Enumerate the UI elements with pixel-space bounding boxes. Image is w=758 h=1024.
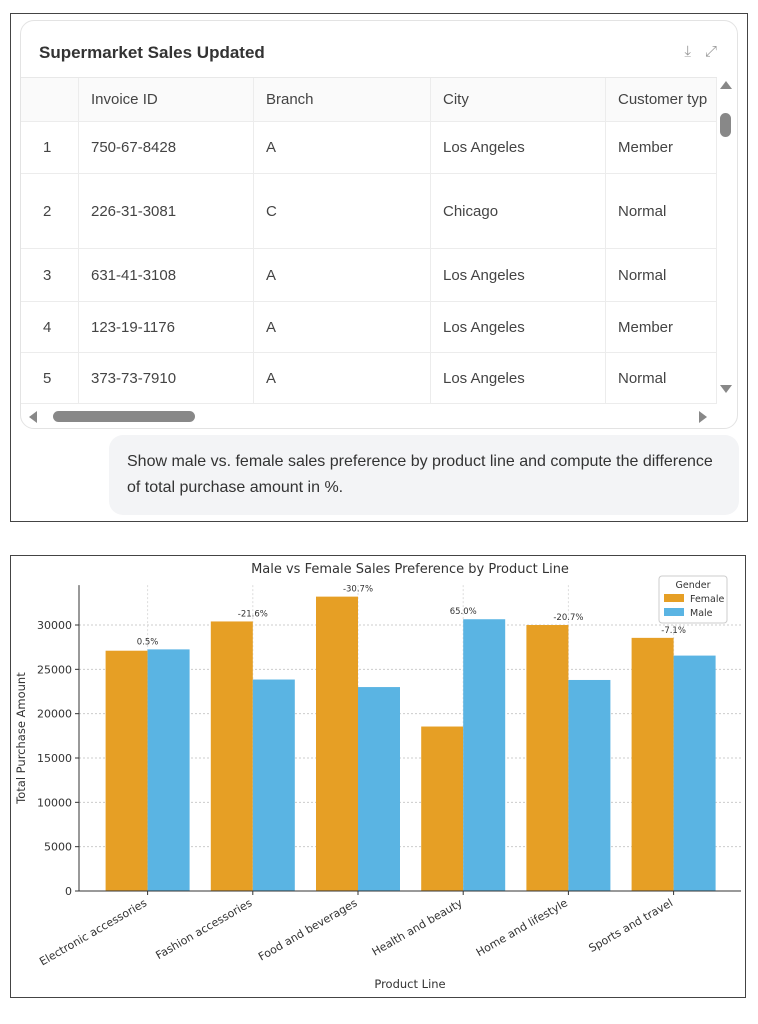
expand-icon[interactable]: ⤢ (704, 43, 717, 60)
table-cell: Chicago (431, 174, 606, 248)
column-header[interactable]: Invoice ID (79, 78, 254, 121)
table-cell: 3 (21, 249, 79, 301)
y-tick-label: 20000 (37, 708, 72, 721)
table-cell: A (254, 302, 431, 352)
table-cell: A (254, 353, 431, 403)
dataframe-card: Supermarket Sales Updated ⤓ ⤢ Invoice ID… (20, 20, 738, 429)
download-icon[interactable]: ⤓ (684, 43, 691, 60)
table-cell: 750-67-8428 (79, 122, 254, 173)
difference-label: -20.7% (553, 613, 583, 623)
bar-male (358, 687, 400, 891)
difference-label: -7.1% (661, 626, 686, 636)
column-header[interactable]: City (431, 78, 606, 121)
x-tick-label: Food and beverages (256, 896, 360, 963)
scroll-up-icon[interactable] (720, 81, 732, 89)
table-cell: Los Angeles (431, 302, 606, 352)
table-row: 2 226-31-3081 C Chicago Normal (21, 174, 717, 249)
horizontal-scroll-thumb[interactable] (53, 411, 195, 422)
legend-swatch-male (664, 608, 684, 616)
table-cell: Los Angeles (431, 249, 606, 301)
bar-male (568, 679, 611, 891)
difference-label: 65.0% (450, 607, 477, 617)
vertical-scroll-thumb[interactable] (720, 113, 731, 137)
table-cell: Normal (606, 353, 717, 403)
table-panel: Supermarket Sales Updated ⤓ ⤢ Invoice ID… (10, 13, 748, 522)
y-axis-label: Total Purchase Amount (14, 672, 28, 805)
difference-label: -30.7% (343, 585, 373, 595)
data-table: Invoice ID Branch City Customer typ 1 750-67-… (21, 77, 717, 407)
table-cell: 226-31-3081 (79, 174, 254, 248)
table-cell: A (254, 122, 431, 173)
legend-title: Gender (675, 580, 710, 591)
table-cell: 1 (21, 122, 79, 173)
y-tick-label: 0 (65, 885, 72, 898)
bar-male (147, 649, 190, 891)
legend-label-female: Female (690, 594, 725, 605)
table-cell: Normal (606, 249, 717, 301)
x-tick-label: Fashion accessories (153, 896, 254, 962)
table-cell: 123-19-1176 (79, 302, 254, 352)
chart-panel: 0 5000 10000 15000 20000 25000 30000 Electronic… (10, 555, 746, 998)
table-row: 1 750-67-8428 A Los Angeles Member (21, 122, 717, 174)
table-cell: 2 (21, 174, 79, 248)
table-cell: 5 (21, 353, 79, 403)
table-row: 4 123-19-1176 A Los Angeles Member (21, 302, 717, 353)
x-tick-label: Electronic accessories (37, 896, 149, 968)
table-cell: 631-41-3108 (79, 249, 254, 301)
difference-label: -21.6% (238, 609, 268, 619)
bar-chart: 0 5000 10000 15000 20000 25000 30000 Electronic… (14, 562, 741, 991)
bar-female (631, 637, 674, 891)
user-prompt-bubble: Show male vs. female sales preference by… (109, 435, 739, 515)
table-cell: Member (606, 302, 717, 352)
table-cell: C (254, 174, 431, 248)
bar-female (526, 625, 569, 891)
bar-female (316, 596, 358, 891)
table-row: 3 631-41-3108 A Los Angeles Normal (21, 249, 717, 302)
column-header[interactable] (21, 78, 79, 121)
table-cell: A (254, 249, 431, 301)
y-tick-label: 15000 (37, 752, 72, 765)
difference-label: 0.5% (137, 637, 159, 647)
bar-male (463, 619, 506, 891)
y-tick-label: 10000 (37, 796, 72, 809)
card-title: Supermarket Sales Updated (39, 43, 265, 62)
x-axis-label: Product Line (374, 977, 445, 991)
x-tick-label: Sports and travel (586, 896, 675, 955)
vertical-scrollbar[interactable] (715, 77, 737, 407)
bar-female (105, 650, 148, 891)
table-row: 5 373-73-7910 A Los Angeles Normal (21, 353, 717, 404)
horizontal-scrollbar[interactable] (21, 406, 717, 428)
table-cell: Los Angeles (431, 353, 606, 403)
x-tick-label: Health and beauty (370, 896, 465, 959)
y-tick-label: 5000 (44, 841, 72, 854)
bar-female (210, 621, 253, 891)
table-cell: Normal (606, 174, 717, 248)
table-header-row: Invoice ID Branch City Customer typ (21, 78, 717, 122)
table-cell: 373-73-7910 (79, 353, 254, 403)
scroll-left-icon[interactable] (29, 411, 37, 423)
scroll-right-icon[interactable] (699, 411, 707, 423)
x-tick-label: Home and lifestyle (474, 896, 570, 959)
bar-male (673, 655, 716, 891)
scroll-down-icon[interactable] (720, 385, 732, 393)
chart-title: Male vs Female Sales Preference by Produ… (251, 562, 569, 577)
legend-swatch-female (664, 594, 684, 602)
bar-male (252, 679, 295, 891)
y-tick-label: 30000 (37, 619, 72, 632)
table-cell: Los Angeles (431, 122, 606, 173)
table-cell: 4 (21, 302, 79, 352)
column-header[interactable]: Branch (254, 78, 431, 121)
table-cell: Member (606, 122, 717, 173)
column-header[interactable]: Customer typ (606, 78, 717, 121)
bar-female (421, 726, 464, 891)
legend-label-male: Male (690, 608, 713, 619)
y-tick-label: 25000 (37, 663, 72, 676)
